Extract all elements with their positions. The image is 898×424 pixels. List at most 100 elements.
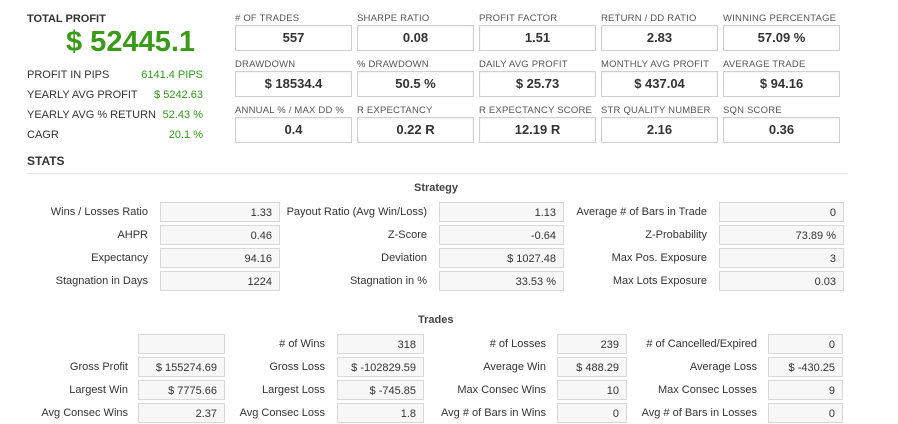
- stat-label: # of Losses: [489, 338, 546, 350]
- stat-value: 2.37: [138, 403, 225, 423]
- stat-label: Gross Loss: [269, 361, 325, 373]
- kpi-value: 0.36: [723, 117, 840, 143]
- stat-label: Z-Score: [387, 229, 427, 241]
- stat-value: 239: [557, 334, 627, 354]
- stat-value: $ 1027.48: [439, 248, 564, 268]
- stat-label: Avg Consec Wins: [41, 407, 128, 419]
- kpi-trades-count: # OF TRADES 557: [235, 13, 352, 51]
- stat-value: 1.13: [439, 202, 564, 222]
- total-profit-label: TOTAL PROFIT: [27, 13, 106, 25]
- stat-label: # of Wins: [279, 338, 325, 350]
- kpi-label: DAILY AVG PROFIT: [479, 59, 568, 70]
- stat-value: 9: [768, 380, 843, 400]
- stat-value: [138, 334, 225, 354]
- kpi-label: SQN SCORE: [723, 105, 782, 116]
- kpi-label: % DRAWDOWN: [357, 59, 429, 70]
- summary-row-value: 6141.4 PIPS: [141, 69, 203, 81]
- stat-value: 94.16: [160, 248, 280, 268]
- summary-row-value: 20.1 %: [168, 129, 203, 141]
- stat-label: Average # of Bars in Trade: [576, 206, 707, 218]
- stat-label: Max Pos. Exposure: [611, 252, 707, 264]
- stat-value: 1.8: [337, 403, 424, 423]
- stat-label: Max Lots Exposure: [612, 275, 707, 287]
- stat-label: AHPR: [117, 229, 148, 241]
- kpi-label: DRAWDOWN: [235, 59, 296, 70]
- kpi-value: 12.19 R: [479, 117, 596, 143]
- summary-row-yearly-avg-profit: YEARLY AVG PROFIT $ 5242.63: [27, 89, 203, 101]
- stat-label: Expectancy: [91, 252, 148, 264]
- kpi-r-expectancy-score: R EXPECTANCY SCORE 12.19 R: [479, 105, 596, 143]
- stat-label: Payout Ratio (Avg Win/Loss): [286, 206, 427, 218]
- stat-value: 0.46: [160, 225, 280, 245]
- kpi-label: PROFIT FACTOR: [479, 13, 558, 24]
- kpi-label: R EXPECTANCY: [357, 105, 433, 116]
- stat-value: 0: [768, 334, 843, 354]
- stat-label: Avg # of Bars in Wins: [441, 407, 546, 419]
- stat-label: Gross Profit: [69, 361, 128, 373]
- stat-label: Max Consec Losses: [657, 384, 757, 396]
- stats-heading: STATS: [27, 154, 65, 168]
- summary-row-value: 52.43 %: [162, 109, 203, 121]
- kpi-value: $ 25.73: [479, 71, 596, 97]
- kpi-label: SHARPE RATIO: [357, 13, 430, 24]
- kpi-daily-avg-profit: DAILY AVG PROFIT $ 25.73: [479, 59, 596, 97]
- kpi-annual-max-dd: ANNUAL % / MAX DD % 0.4: [235, 105, 352, 143]
- summary-row-profit-pips: PROFIT IN PIPS 6141.4 PIPS: [27, 69, 203, 81]
- kpi-drawdown: DRAWDOWN $ 18534.4: [235, 59, 352, 97]
- kpi-value: 557: [235, 25, 352, 51]
- stat-value: 1.33: [160, 202, 280, 222]
- strategy-section-title: Strategy: [414, 182, 459, 194]
- stat-value: $ -745.85: [337, 380, 424, 400]
- kpi-value: 57.09 %: [723, 25, 840, 51]
- stat-value: $ 488.29: [557, 357, 627, 377]
- stat-value: $ -102829.59: [337, 357, 424, 377]
- kpi-value: 2.16: [601, 117, 718, 143]
- summary-row-label: YEARLY AVG % RETURN: [27, 109, 156, 121]
- kpi-label: R EXPECTANCY SCORE: [479, 105, 593, 116]
- kpi-label: RETURN / DD RATIO: [601, 13, 697, 24]
- summary-row-label: PROFIT IN PIPS: [27, 69, 110, 81]
- stat-label: Average Loss: [689, 361, 757, 373]
- summary-row-label: YEARLY AVG PROFIT: [27, 89, 138, 101]
- stat-label: Z-Probability: [645, 229, 707, 241]
- stat-label: Largest Loss: [262, 384, 325, 396]
- stat-value: $ -430.25: [768, 357, 843, 377]
- kpi-label: # OF TRADES: [235, 13, 300, 24]
- total-profit-value: $ 52445.1: [66, 26, 196, 58]
- stat-value: 0: [719, 202, 844, 222]
- stat-value: 3: [719, 248, 844, 268]
- kpi-value: $ 437.04: [601, 71, 718, 97]
- kpi-value: $ 18534.4: [235, 71, 352, 97]
- kpi-label: MONTHLY AVG PROFIT: [601, 59, 710, 70]
- stat-value: 73.89 %: [719, 225, 844, 245]
- kpi-label: WINNING PERCENTAGE: [723, 13, 837, 24]
- stat-value: 318: [337, 334, 424, 354]
- stat-label: # of Cancelled/Expired: [646, 338, 757, 350]
- stat-value: 0.03: [719, 271, 844, 291]
- summary-row-yearly-avg-return: YEARLY AVG % RETURN 52.43 %: [27, 109, 203, 121]
- kpi-value: 50.5 %: [357, 71, 474, 97]
- stat-value: $ 155274.69: [138, 357, 225, 377]
- stat-label: Avg # of Bars in Losses: [641, 407, 757, 419]
- stat-label: Deviation: [381, 252, 427, 264]
- kpi-average-trade: AVERAGE TRADE $ 94.16: [723, 59, 840, 97]
- stat-label: Average Win: [483, 361, 546, 373]
- kpi-percent-drawdown: % DRAWDOWN 50.5 %: [357, 59, 474, 97]
- stat-value: 0: [768, 403, 843, 423]
- stat-label: Avg Consec Loss: [239, 407, 325, 419]
- kpi-value: 0.4: [235, 117, 352, 143]
- kpi-sqn-score: SQN SCORE 0.36: [723, 105, 840, 143]
- stat-value: 10: [557, 380, 627, 400]
- kpi-str-quality-number: STR QUALITY NUMBER 2.16: [601, 105, 718, 143]
- stat-value: 1224: [160, 271, 280, 291]
- kpi-sharpe-ratio: SHARPE RATIO 0.08: [357, 13, 474, 51]
- kpi-value: 2.83: [601, 25, 718, 51]
- stat-label: Stagnation in Days: [55, 275, 148, 287]
- summary-row-value: $ 5242.63: [154, 89, 203, 101]
- stat-label: Largest Win: [69, 384, 128, 396]
- summary-row-cagr: CAGR 20.1 %: [27, 129, 203, 141]
- kpi-value: 0.22 R: [357, 117, 474, 143]
- kpi-label: AVERAGE TRADE: [723, 59, 806, 70]
- stat-value: -0.64: [439, 225, 564, 245]
- kpi-monthly-avg-profit: MONTHLY AVG PROFIT $ 437.04: [601, 59, 718, 97]
